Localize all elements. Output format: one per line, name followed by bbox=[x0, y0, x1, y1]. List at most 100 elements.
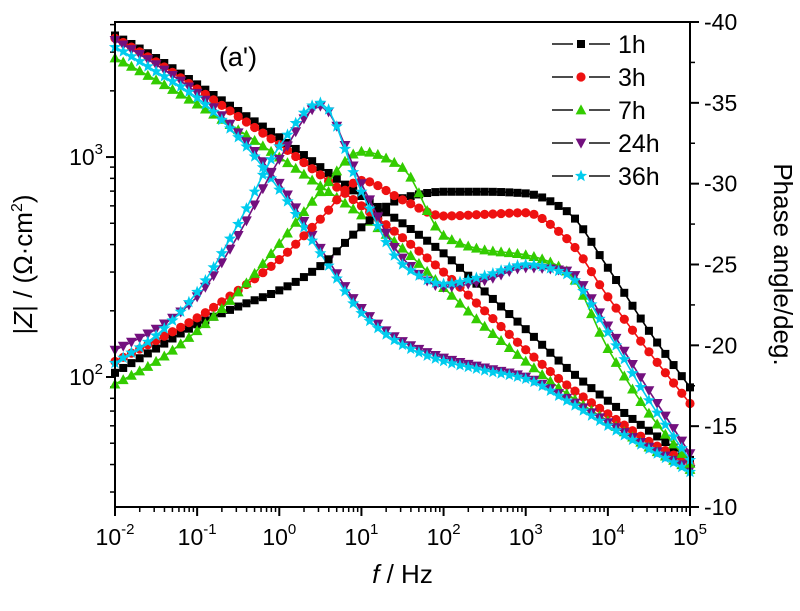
marker-triangle-up bbox=[462, 305, 474, 316]
marker-triangle-up bbox=[503, 247, 515, 258]
marker-star bbox=[511, 259, 524, 271]
marker-star bbox=[191, 91, 204, 103]
marker-triangle-down bbox=[249, 200, 261, 211]
marker-star bbox=[503, 261, 516, 273]
marker-triangle-up bbox=[191, 98, 203, 109]
marker-star bbox=[478, 364, 491, 376]
marker-circle bbox=[274, 255, 284, 265]
marker-circle bbox=[365, 177, 375, 187]
marker-square bbox=[447, 187, 456, 196]
marker-star bbox=[240, 140, 253, 152]
marker-star bbox=[396, 258, 409, 270]
marker-star bbox=[388, 249, 401, 261]
marker-star bbox=[568, 399, 582, 411]
marker-square bbox=[357, 223, 366, 232]
marker-triangle-up bbox=[232, 286, 244, 297]
marker-triangle-up bbox=[134, 65, 146, 76]
marker-star bbox=[223, 232, 237, 244]
marker-star bbox=[421, 273, 434, 286]
marker-star bbox=[199, 274, 212, 286]
marker-star bbox=[470, 271, 483, 283]
marker-triangle-up bbox=[265, 145, 277, 156]
marker-triangle-up bbox=[635, 395, 647, 406]
marker-circle bbox=[644, 347, 654, 357]
marker-star bbox=[396, 338, 409, 351]
marker-triangle-down bbox=[282, 141, 293, 152]
marker-triangle-down bbox=[356, 179, 367, 190]
marker-square bbox=[513, 317, 522, 326]
marker-triangle-up bbox=[372, 148, 384, 159]
marker-star bbox=[166, 75, 179, 87]
marker-star bbox=[289, 207, 302, 220]
marker-circle bbox=[677, 388, 687, 398]
marker-triangle-up bbox=[380, 152, 392, 163]
marker-triangle-up bbox=[290, 216, 302, 227]
marker-star bbox=[634, 438, 647, 450]
marker-triangle-up bbox=[487, 327, 499, 338]
legend-label-3h: 3h bbox=[618, 64, 646, 92]
marker-star bbox=[412, 346, 425, 358]
marker-square bbox=[341, 238, 349, 247]
marker-circle bbox=[389, 190, 399, 201]
marker-circle bbox=[488, 313, 498, 324]
marker-square bbox=[316, 163, 325, 172]
marker-circle bbox=[266, 134, 276, 144]
marker-star bbox=[215, 113, 228, 126]
marker-triangle-up bbox=[339, 197, 351, 208]
marker-star bbox=[659, 451, 672, 464]
marker-star bbox=[363, 314, 376, 327]
marker-star bbox=[667, 456, 680, 468]
marker-star bbox=[141, 335, 154, 348]
marker-square bbox=[382, 202, 391, 211]
marker-star bbox=[486, 267, 499, 279]
marker-square bbox=[571, 214, 579, 223]
marker-star bbox=[330, 120, 343, 132]
marker-triangle-down bbox=[134, 333, 146, 344]
marker-square bbox=[497, 188, 506, 197]
marker-triangle-up bbox=[454, 237, 466, 248]
marker-triangle-up bbox=[323, 185, 334, 196]
marker-circle bbox=[603, 292, 613, 302]
marker-circle bbox=[373, 180, 383, 191]
marker-square bbox=[283, 282, 292, 291]
marker-circle bbox=[381, 185, 391, 196]
marker-star bbox=[117, 45, 130, 57]
marker-triangle-up bbox=[651, 418, 663, 429]
marker-triangle-up bbox=[134, 365, 146, 376]
marker-star bbox=[380, 235, 393, 248]
marker-star bbox=[675, 441, 688, 454]
marker-square bbox=[299, 273, 308, 282]
marker-triangle-up bbox=[586, 308, 597, 319]
legend-item-24h: 24h bbox=[552, 130, 660, 158]
marker-triangle-up bbox=[216, 302, 228, 313]
marker-star bbox=[207, 105, 220, 117]
marker-triangle-down bbox=[216, 258, 228, 269]
marker-triangle-up bbox=[397, 242, 408, 253]
marker-triangle-up bbox=[495, 335, 507, 346]
marker-circle bbox=[463, 210, 473, 220]
marker-triangle-down bbox=[388, 243, 400, 254]
marker-star bbox=[445, 357, 458, 369]
marker-square bbox=[620, 408, 629, 417]
marker-triangle-up bbox=[487, 245, 499, 256]
marker-star bbox=[462, 360, 475, 373]
marker-triangle-up bbox=[397, 161, 408, 172]
marker-square bbox=[423, 189, 432, 198]
marker-triangle-up bbox=[331, 165, 343, 176]
marker-triangle-up bbox=[659, 428, 671, 439]
marker-star bbox=[322, 103, 335, 115]
marker-triangle-up bbox=[150, 74, 162, 85]
legend-label-24h: 24h bbox=[618, 130, 660, 158]
marker-star bbox=[289, 116, 302, 129]
marker-circle bbox=[438, 211, 449, 221]
marker-triangle-up bbox=[257, 258, 269, 269]
marker-circle bbox=[184, 318, 194, 328]
marker-square bbox=[135, 354, 144, 363]
marker-star bbox=[363, 202, 376, 214]
marker-triangle-down bbox=[668, 424, 679, 435]
marker-star bbox=[429, 352, 442, 364]
marker-star bbox=[174, 80, 187, 92]
marker-square bbox=[579, 225, 588, 234]
y-left-axis-title: |Z| / (Ω·cm2) bbox=[8, 194, 38, 334]
marker-triangle-up bbox=[668, 438, 679, 449]
